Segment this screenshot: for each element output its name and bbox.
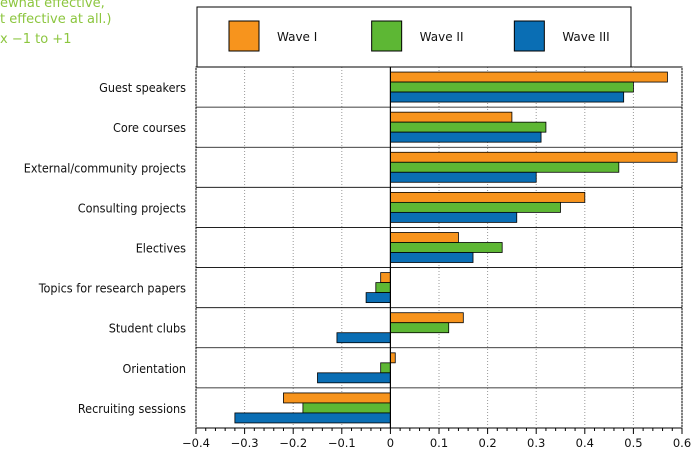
bar-2-2 <box>389 121 547 133</box>
bar-2-5 <box>389 242 503 253</box>
bar-3-3 <box>389 171 537 183</box>
bar-2-4 <box>389 201 561 213</box>
x-tick-label-5: 0 <box>387 436 394 450</box>
bar-2-7 <box>389 322 450 334</box>
category-label-9: Recruiting sessions <box>78 401 186 416</box>
bar-1-6 <box>380 272 391 284</box>
category-label-2: Core courses <box>113 120 186 135</box>
bar-3-2 <box>389 131 542 143</box>
bar-2-3 <box>389 161 620 173</box>
x-tick-label-9: 0.4 <box>576 436 594 450</box>
bar-1-1 <box>389 71 668 83</box>
bar-2-8 <box>380 362 391 374</box>
legend-label-2: Wave II <box>420 30 464 44</box>
legend-box <box>196 6 632 68</box>
legend-swatch-1 <box>228 20 260 52</box>
x-tick-label-6: 0.1 <box>430 436 448 450</box>
category-label-4: Consulting projects <box>78 200 186 215</box>
bar-3-5 <box>389 252 474 263</box>
category-label-7: Student clubs <box>109 321 186 336</box>
x-tick-label-8: 0.3 <box>527 436 545 450</box>
bar-1-5 <box>389 232 459 243</box>
bar-3-9 <box>234 412 391 424</box>
header-note-line-3: x −1 to +1 <box>0 32 72 47</box>
x-tick-label-11: 0.6 <box>673 436 691 450</box>
bar-1-4 <box>389 191 586 203</box>
header-note-line-2: t effective at all.) <box>0 12 112 27</box>
bar-3-1 <box>389 91 625 103</box>
bar-1-3 <box>389 151 678 163</box>
legend-swatch-2 <box>371 20 403 52</box>
x-tick-label-1: −0.4 <box>182 436 210 450</box>
category-label-5: Electives <box>136 241 186 256</box>
x-tick-label-3: −0.2 <box>279 436 307 450</box>
x-tick-label-2: −0.3 <box>231 436 259 450</box>
category-label-3: External/community projects <box>24 160 186 175</box>
x-tick-label-4: −0.1 <box>328 436 356 450</box>
bar-1-2 <box>389 111 513 123</box>
x-tick-label-7: 0.2 <box>478 436 496 450</box>
bar-2-6 <box>375 282 391 294</box>
bar-1-9 <box>283 392 391 404</box>
category-label-1: Guest speakers <box>99 80 186 95</box>
bar-1-8 <box>389 352 396 364</box>
bar-2-9 <box>302 402 391 414</box>
category-label-8: Orientation <box>123 361 186 376</box>
category-label-6: Topics for research papers <box>38 281 186 296</box>
bar-3-4 <box>389 211 518 223</box>
bar-3-6 <box>365 292 391 304</box>
header-note-line-1: ewhat effective, <box>0 0 105 11</box>
legend-swatch-3 <box>513 20 545 52</box>
bar-2-1 <box>389 81 634 93</box>
bar-3-8 <box>317 372 391 384</box>
legend-label-3: Wave III <box>562 30 609 44</box>
bar-1-7 <box>389 312 464 324</box>
legend-label-1: Wave I <box>277 30 317 44</box>
bar-3-7 <box>336 332 391 344</box>
x-tick-label-10: 0.5 <box>624 436 642 450</box>
